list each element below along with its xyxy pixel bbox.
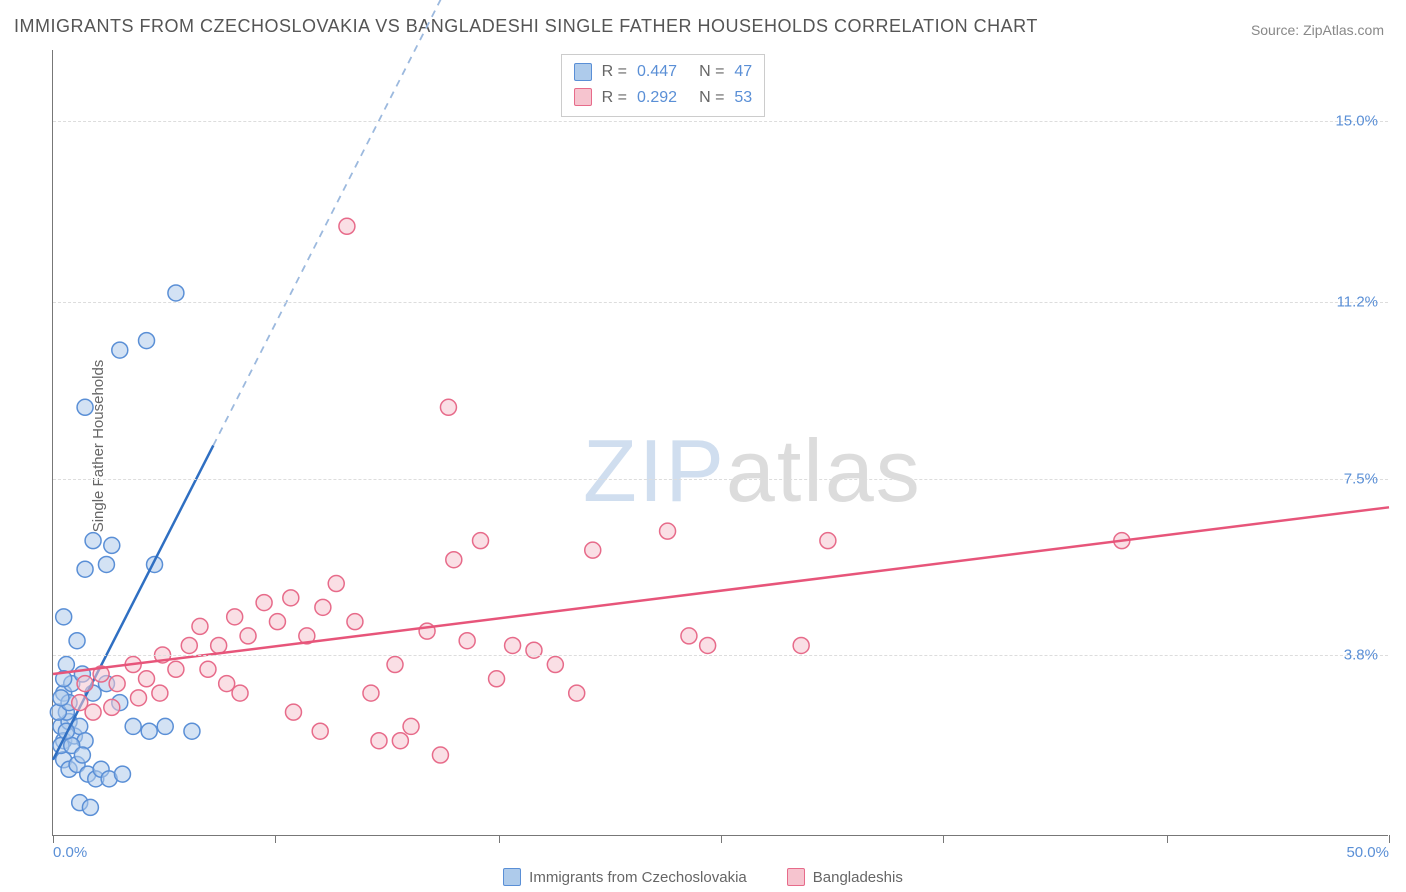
xtick [943, 835, 944, 843]
data-point [446, 552, 462, 568]
data-point [69, 633, 85, 649]
legend-item: Immigrants from Czechoslovakia [503, 868, 747, 886]
data-point [56, 609, 72, 625]
legend-swatch [787, 868, 805, 886]
data-point [283, 590, 299, 606]
data-point [269, 614, 285, 630]
data-point [139, 333, 155, 349]
data-point [392, 733, 408, 749]
xtick [721, 835, 722, 843]
xtick [275, 835, 276, 843]
data-point [285, 704, 301, 720]
data-point [168, 661, 184, 677]
legend-label: Immigrants from Czechoslovakia [529, 869, 747, 886]
gridline [53, 302, 1388, 303]
data-point [489, 671, 505, 687]
data-point [387, 657, 403, 673]
data-point [74, 747, 90, 763]
data-point [192, 618, 208, 634]
data-point [793, 637, 809, 653]
data-point [347, 614, 363, 630]
data-point [660, 523, 676, 539]
legend-swatch [574, 88, 592, 106]
data-point [473, 533, 489, 549]
data-point [98, 556, 114, 572]
data-point [85, 704, 101, 720]
plot-area: R =0.447N =47R =0.292N =53 ZIPatlas 3.8%… [52, 50, 1388, 836]
data-point [131, 690, 147, 706]
data-point [232, 685, 248, 701]
data-point [547, 657, 563, 673]
data-point [339, 218, 355, 234]
stat-legend-row: R =0.447N =47 [574, 59, 753, 85]
legend-swatch [574, 63, 592, 81]
ytick-label: 15.0% [1335, 113, 1378, 130]
xtick-label: 0.0% [53, 844, 87, 861]
data-point [104, 537, 120, 553]
legend-label: Bangladeshis [813, 869, 903, 886]
data-point [371, 733, 387, 749]
data-point [328, 576, 344, 592]
data-point [168, 285, 184, 301]
data-point [141, 723, 157, 739]
data-point [139, 671, 155, 687]
data-point [125, 718, 141, 734]
ytick-label: 11.2% [1337, 294, 1378, 311]
data-point [363, 685, 379, 701]
data-point [112, 342, 128, 358]
data-point [440, 399, 456, 415]
chart-svg [53, 50, 1388, 835]
ytick-label: 7.5% [1344, 470, 1378, 487]
gridline [53, 479, 1388, 480]
data-point [681, 628, 697, 644]
gridline [53, 655, 1388, 656]
data-point [432, 747, 448, 763]
data-point [58, 657, 74, 673]
data-point [85, 533, 101, 549]
data-point [585, 542, 601, 558]
regression-line [53, 445, 213, 759]
legend-swatch [503, 868, 521, 886]
data-point [227, 609, 243, 625]
data-point [700, 637, 716, 653]
data-point [157, 718, 173, 734]
stat-legend-row: R =0.292N =53 [574, 85, 753, 111]
xtick [1389, 835, 1390, 843]
data-point [77, 399, 93, 415]
bottom-legend: Immigrants from Czechoslovakia Bangladesh… [0, 868, 1406, 886]
data-point [403, 718, 419, 734]
data-point [569, 685, 585, 701]
data-point [77, 561, 93, 577]
legend-item: Bangladeshis [787, 868, 903, 886]
gridline [53, 121, 1388, 122]
stat-legend: R =0.447N =47R =0.292N =53 [561, 54, 766, 117]
data-point [77, 676, 93, 692]
data-point [200, 661, 216, 677]
xtick [53, 835, 54, 843]
data-point [82, 799, 98, 815]
xtick [1167, 835, 1168, 843]
data-point [53, 690, 69, 706]
data-point [152, 685, 168, 701]
chart-title: IMMIGRANTS FROM CZECHOSLOVAKIA VS BANGLA… [14, 16, 1038, 37]
data-point [459, 633, 475, 649]
data-point [315, 599, 331, 615]
data-point [104, 699, 120, 715]
data-point [109, 676, 125, 692]
xtick [499, 835, 500, 843]
data-point [820, 533, 836, 549]
regression-extension [213, 0, 507, 445]
data-point [184, 723, 200, 739]
data-point [211, 637, 227, 653]
data-point [240, 628, 256, 644]
source-label: Source: ZipAtlas.com [1251, 22, 1384, 38]
data-point [181, 637, 197, 653]
ytick-label: 3.8% [1344, 646, 1378, 663]
data-point [114, 766, 130, 782]
xtick-label: 50.0% [1346, 844, 1389, 861]
data-point [256, 595, 272, 611]
data-point [312, 723, 328, 739]
regression-line [53, 507, 1389, 674]
data-point [505, 637, 521, 653]
